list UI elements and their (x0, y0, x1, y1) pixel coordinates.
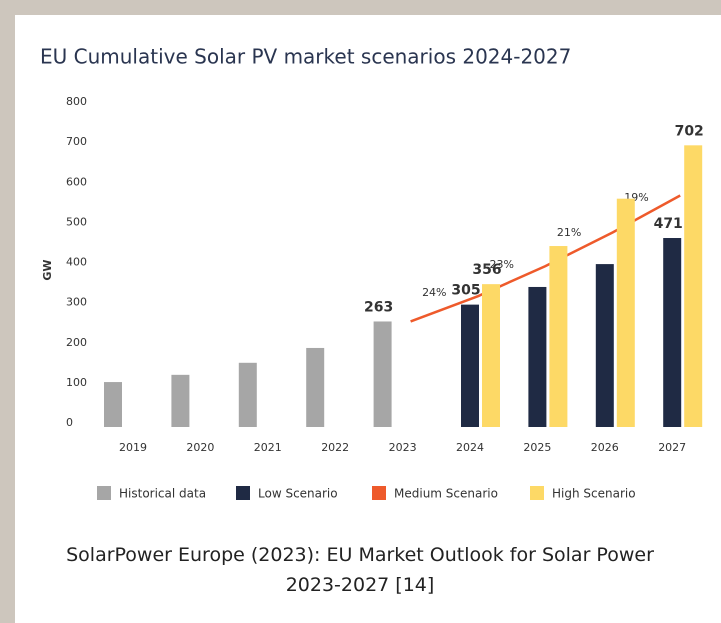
growth-label: 24% (422, 286, 446, 299)
bar (238, 362, 257, 427)
x-tick-label: 2019 (119, 441, 147, 454)
frame-left (0, 0, 15, 623)
legend-swatch (236, 486, 250, 500)
x-tick-label: 2026 (591, 441, 619, 454)
y-tick-label: 600 (66, 175, 87, 188)
bar (616, 198, 635, 427)
bar (171, 374, 190, 427)
chart-title: EU Cumulative Solar PV market scenarios … (40, 45, 571, 69)
bar (528, 286, 547, 427)
y-axis-label: GW (41, 259, 54, 280)
growth-label: 23% (489, 258, 513, 271)
data-label: 356 (472, 262, 501, 278)
bar (306, 347, 325, 427)
bar (663, 238, 682, 427)
legend-label: Historical data (119, 487, 206, 501)
y-tick-label: 800 (66, 95, 87, 108)
y-tick-label: 200 (66, 336, 87, 349)
growth-label: 21% (557, 226, 581, 239)
legend-label: Medium Scenario (394, 487, 498, 501)
y-tick-label: 400 (66, 256, 87, 269)
y-tick-label: 0 (66, 416, 73, 429)
x-tick-label: 2022 (321, 441, 349, 454)
data-label: 471 (654, 216, 683, 232)
bar (373, 321, 392, 427)
y-tick-label: 100 (66, 376, 87, 389)
bar (461, 304, 479, 427)
y-tick-label: 500 (66, 215, 87, 228)
legend-swatch (97, 486, 111, 500)
data-label: 702 (675, 123, 704, 139)
bar (684, 145, 703, 427)
data-label: 263 (364, 299, 393, 315)
data-label: 305 (451, 283, 480, 299)
caption: SolarPower Europe (2023): EU Market Outl… (66, 544, 654, 596)
bar (482, 284, 500, 427)
line (410, 194, 681, 323)
x-tick-label: 2024 (456, 441, 484, 454)
legend-label: Low Scenario (258, 487, 338, 501)
x-tick-label: 2020 (186, 441, 214, 454)
x-tick-label: 2021 (254, 441, 282, 454)
bar (595, 264, 614, 427)
x-tick-label: 2027 (658, 441, 686, 454)
legend-swatch (372, 486, 386, 500)
x-tick-label: 2025 (523, 441, 551, 454)
y-tick-label: 300 (66, 296, 87, 309)
frame-top (0, 0, 721, 15)
x-tick-label: 2023 (389, 441, 417, 454)
bar (549, 246, 568, 427)
y-tick-label: 700 (66, 135, 87, 148)
bar (104, 382, 122, 427)
legend-swatch (530, 486, 544, 500)
legend-label: High Scenario (552, 487, 636, 501)
